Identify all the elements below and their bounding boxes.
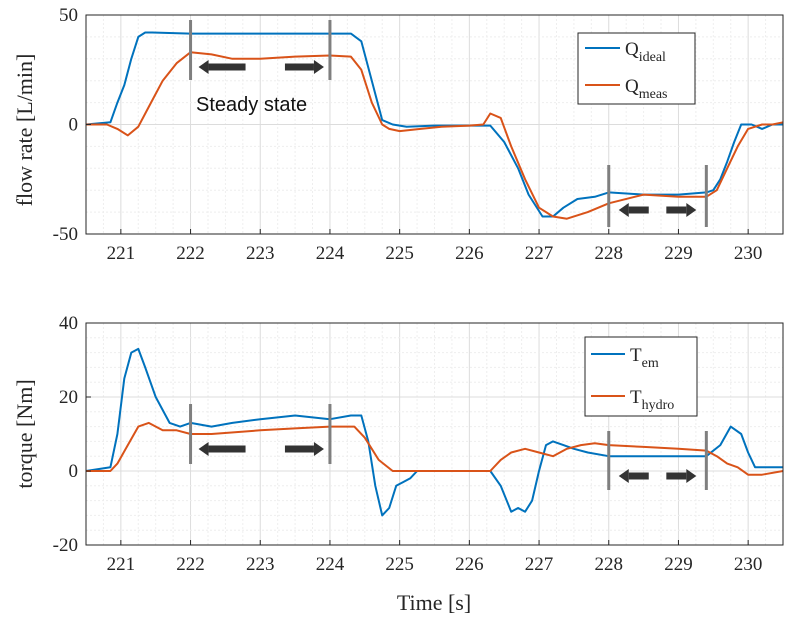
series-line-t-hydro [86, 421, 784, 476]
torque-steady-state-markers [189, 404, 708, 490]
x-tick-label: 225 [385, 243, 414, 264]
x-tick-label: 224 [316, 554, 345, 575]
torque-axes-box [85, 322, 784, 546]
steady-state-arrow [284, 60, 324, 74]
x-tick-label: 226 [455, 554, 484, 575]
arrow-head [313, 60, 324, 74]
arrow-head [686, 203, 697, 217]
flow-steady-state-markers [189, 20, 708, 227]
x-tick-label: 221 [107, 554, 136, 575]
arrow-head [313, 442, 324, 456]
x-tick-label: 222 [176, 554, 205, 575]
torque-ylabel: torque [Nm] [12, 379, 37, 488]
steady-state-arrow [618, 203, 649, 217]
x-tick-label: 223 [246, 243, 275, 264]
legend-label-t-em: Tem [630, 345, 659, 371]
x-tick-label: 228 [595, 243, 624, 264]
torque-legend-box [584, 336, 698, 417]
steady-state-arrow [284, 442, 324, 456]
arrow-head [686, 469, 697, 483]
steady-state-annotation: Steady state [196, 94, 307, 116]
arrow-head [198, 442, 209, 456]
series-line-q-ideal [85, 31, 783, 218]
steady-state-arrow [198, 442, 246, 456]
x-tick-label: 223 [246, 554, 275, 575]
x-tick-label: 227 [525, 243, 554, 264]
legend-label-q-meas: Qmeas [625, 76, 668, 102]
y-tick-label: -20 [53, 535, 78, 556]
y-tick-label: 40 [59, 313, 78, 334]
flow-legend-box [577, 32, 696, 105]
steady-state-arrow [666, 469, 697, 483]
arrow-head [618, 469, 629, 483]
torque-plot: 221 222 223 224 225 226 227 228 229 230 -20 0 20 40 t… [12, 313, 784, 615]
x-tick-label: 227 [525, 554, 554, 575]
steady-state-arrow [198, 60, 246, 74]
y-tick-label: 20 [59, 387, 78, 408]
y-tick-label: 0 [69, 461, 79, 482]
x-tick-label: 228 [595, 554, 624, 575]
y-tick-label: 50 [59, 5, 78, 26]
y-tick-label: 0 [69, 115, 79, 136]
torque-legend: Tem Thydro [584, 336, 698, 417]
steady-state-arrow [666, 203, 697, 217]
time-xlabel: Time [s] [397, 590, 471, 615]
x-tick-label: 230 [734, 243, 763, 264]
legend-label-q-ideal: Qideal [625, 39, 666, 65]
y-tick-label: -50 [53, 224, 78, 245]
steady-state-arrow [618, 469, 649, 483]
x-tick-label: 230 [734, 554, 763, 575]
torque-tick-labels: 221 222 223 224 225 226 227 228 229 230 -20 0 20 40 [53, 313, 763, 575]
x-tick-label: 229 [664, 554, 693, 575]
torque-series [85, 347, 784, 517]
x-tick-label: 229 [664, 243, 693, 264]
flow-tick-labels: 221 222 223 224 225 226 227 228 229 230 -50 0 50 [53, 5, 763, 264]
x-tick-label: 222 [176, 243, 205, 264]
arrow-head [618, 203, 629, 217]
x-tick-label: 224 [316, 243, 345, 264]
x-tick-label: 221 [107, 243, 136, 264]
x-tick-label: 226 [455, 243, 484, 264]
flow-legend: Qideal Qmeas [577, 32, 696, 105]
arrow-head [198, 60, 209, 74]
x-tick-label: 225 [385, 554, 414, 575]
flow-ylabel: flow rate [L/min] [12, 54, 37, 207]
flow-rate-plot: 221 222 223 224 225 226 227 228 229 230 -50 0 50 Ste… [12, 5, 784, 264]
legend-label-t-hydro: Thydro [630, 387, 674, 413]
